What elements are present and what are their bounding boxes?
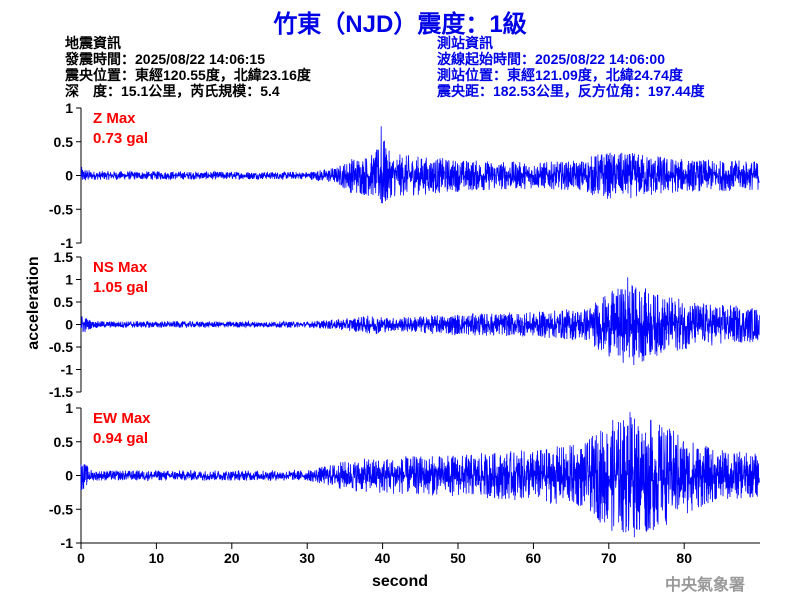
y-tick-label-Z: 1 [65, 100, 73, 116]
y-tick-label-NS: 1.5 [54, 249, 74, 265]
x-axis-label: second [372, 573, 428, 590]
y-tick-label-NS: -1.5 [49, 384, 73, 400]
x-tick-label: 10 [149, 550, 165, 566]
y-tick-label-EW: -0.5 [49, 501, 73, 517]
epicenter-location: 震央位置：東經120.55度，北緯23.16度 [65, 67, 311, 83]
station-location: 測站位置：東經121.09度，北緯24.74度 [437, 67, 683, 83]
y-tick-label-NS: 0 [65, 317, 73, 333]
x-tick-label: 30 [299, 550, 315, 566]
x-tick-label: 20 [224, 550, 240, 566]
y-tick-label-NS: 0.5 [54, 294, 74, 310]
y-tick-label-Z: 0 [65, 168, 73, 184]
origin-time: 發震時間：2025/08/22 14:06:15 [65, 51, 265, 67]
station-info: 測站資訊 波線起始時間：2025/08/22 14:06:00 測站位置：東經1… [437, 35, 705, 99]
x-tick-label: 0 [77, 550, 85, 566]
y-tick-label-NS: -1 [61, 362, 74, 378]
x-tick-label: 60 [526, 550, 542, 566]
max-value-NS: 1.05 gal [93, 279, 148, 296]
station-info-heading: 測站資訊 [437, 35, 493, 51]
max-label-NS: NS Max [93, 259, 148, 276]
waveform-NS [80, 277, 760, 366]
y-tick-label-NS: 1 [65, 272, 73, 288]
earthquake-info: 地震資訊 發震時間：2025/08/22 14:06:15 震央位置：東經120… [65, 35, 311, 99]
y-tick-label-EW: 0 [65, 468, 73, 484]
y-tick-label-Z: 0.5 [54, 134, 74, 150]
max-value-Z: 0.73 gal [93, 130, 148, 147]
earthquake-info-heading: 地震資訊 [65, 35, 121, 51]
waveform-EW [80, 412, 760, 538]
y-tick-label-EW: -1 [61, 535, 74, 551]
waveform-Z [80, 126, 760, 204]
max-label-Z: Z Max [93, 110, 136, 127]
depth-magnitude: 深 度：15.1公里，芮氏規模：5.4 [65, 83, 280, 99]
y-axis-label: acceleration [25, 256, 42, 349]
x-tick-label: 50 [450, 550, 466, 566]
y-tick-label-EW: 1 [65, 400, 73, 416]
y-tick-label-Z: -0.5 [49, 201, 73, 217]
chart-title: 竹東（NJD）震度：1級 [273, 11, 527, 38]
y-tick-label-NS: -0.5 [49, 339, 73, 355]
x-tick-label: 40 [375, 550, 391, 566]
waveform-start-time: 波線起始時間：2025/08/22 14:06:00 [437, 51, 665, 67]
x-tick-label: 80 [676, 550, 692, 566]
cwa-watermark: 中央氣象署 [664, 575, 745, 594]
y-tick-label-Z: -1 [61, 235, 74, 251]
y-tick-label-EW: 0.5 [54, 434, 74, 450]
x-tick-label: 70 [601, 550, 617, 566]
epicentral-distance: 震央距：182.53公里，反方位角：197.44度 [437, 83, 705, 99]
max-value-EW: 0.94 gal [93, 430, 148, 447]
max-label-EW: EW Max [93, 410, 151, 427]
